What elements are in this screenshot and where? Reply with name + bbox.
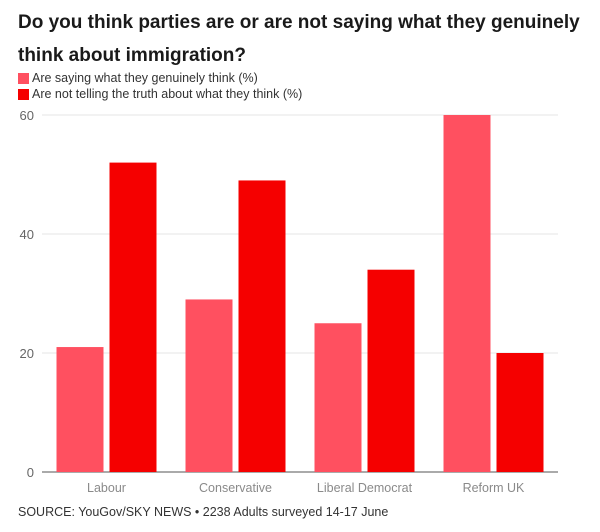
bar-labour-series-1	[56, 347, 104, 472]
chart-title: Do you think parties are or are not sayi…	[18, 12, 580, 66]
bar-reform-uk-series-2	[496, 353, 544, 472]
source-note: SOURCE: YouGov/SKY NEWS • 2238 Adults su…	[18, 505, 389, 519]
legend-item-saying: Are saying what they genuinely think (%)	[18, 70, 302, 86]
y-tick-label-0: 0	[27, 465, 34, 480]
bar-liberal-democrat-series-1	[314, 323, 362, 472]
bar-liberal-democrat-series-2	[367, 269, 415, 472]
legend-swatch-not-telling	[18, 88, 29, 100]
bar-conservative-series-2	[238, 180, 286, 472]
bar-chart: 0 20 40 60 Labour Conservative Liberal Democra…	[20, 108, 558, 495]
legend: Are saying what they genuinely think (%)…	[18, 70, 302, 102]
x-tick-label-reform-uk: Reform UK	[463, 481, 525, 495]
bar-conservative-series-1	[185, 299, 233, 472]
y-tick-label-60: 60	[20, 108, 34, 123]
legend-label-saying: Are saying what they genuinely think (%)	[32, 71, 258, 85]
legend-item-not-telling: Are not telling the truth about what the…	[18, 86, 302, 102]
bar-labour-series-2	[109, 162, 157, 472]
x-tick-label-conservative: Conservative	[199, 481, 272, 495]
x-tick-label-liberal-democrat: Liberal Democrat	[317, 481, 413, 495]
y-tick-label-20: 20	[20, 346, 34, 361]
x-tick-label-labour: Labour	[87, 481, 126, 495]
legend-swatch-saying	[18, 72, 29, 84]
legend-label-not-telling: Are not telling the truth about what the…	[32, 87, 303, 101]
y-tick-label-40: 40	[20, 227, 34, 242]
bar-reform-uk-series-1	[443, 115, 491, 472]
